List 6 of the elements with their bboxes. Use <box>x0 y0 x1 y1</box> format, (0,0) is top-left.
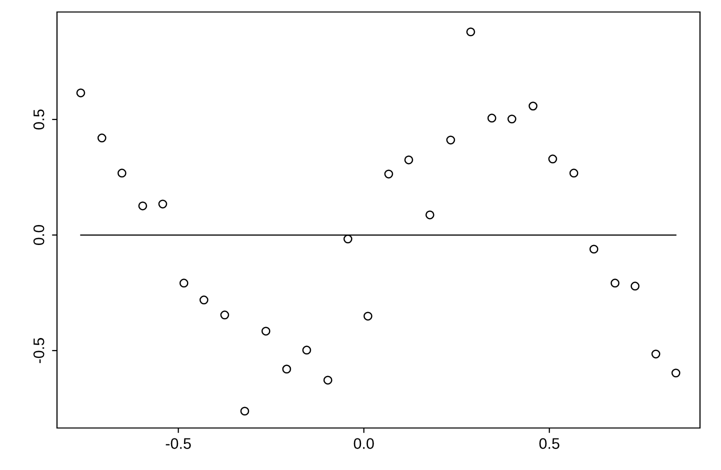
x-tick-label: 0.0 <box>354 438 374 449</box>
x-tick-label: 0.5 <box>539 438 560 449</box>
y-tick-label: 0.5 <box>33 109 44 130</box>
x-tick-label: -0.5 <box>166 438 191 449</box>
y-tick-label: 0.0 <box>33 225 44 246</box>
y-tick-label: -0.5 <box>33 338 44 364</box>
